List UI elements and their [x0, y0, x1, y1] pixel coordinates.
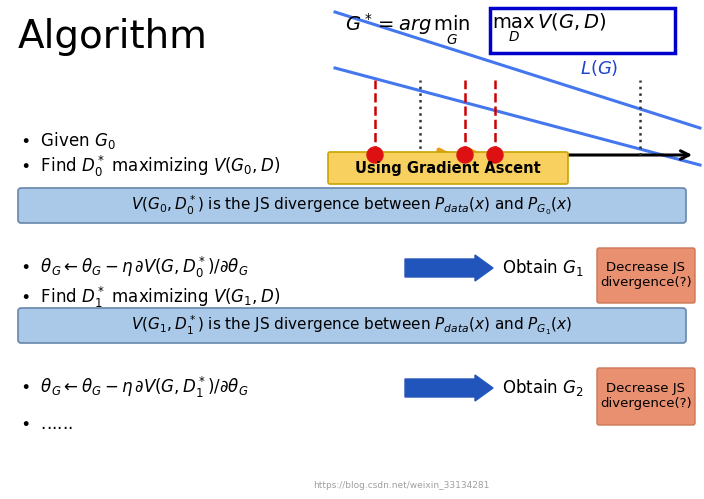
Circle shape: [457, 147, 473, 163]
Text: Obtain $G_2$: Obtain $G_2$: [502, 378, 584, 399]
Text: Decrease JS
divergence(?): Decrease JS divergence(?): [601, 261, 692, 289]
Text: $\bullet$  $\theta_G \leftarrow \theta_G - \eta\,\partial V(G, D_0^*)/\partial\t: $\bullet$ $\theta_G \leftarrow \theta_G …: [20, 255, 249, 280]
Circle shape: [487, 147, 503, 163]
Text: $\bullet$  Find $D_1^*$ maximizing $V(G_1, D)$: $\bullet$ Find $D_1^*$ maximizing $V(G_1…: [20, 285, 280, 310]
Text: $V(G_0, D_0^*)$ is the JS divergence between $P_{data}(x)$ and $P_{G_0}(x)$: $V(G_0, D_0^*)$ is the JS divergence bet…: [132, 193, 572, 217]
FancyBboxPatch shape: [18, 308, 686, 343]
FancyArrow shape: [405, 255, 493, 281]
FancyBboxPatch shape: [597, 248, 695, 303]
Text: Decrease JS
divergence(?): Decrease JS divergence(?): [601, 382, 692, 410]
Text: $V(G_1, D_1^*)$ is the JS divergence between $P_{data}(x)$ and $P_{G_1}(x)$: $V(G_1, D_1^*)$ is the JS divergence bet…: [132, 313, 572, 337]
Text: https://blog.csdn.net/weixin_33134281: https://blog.csdn.net/weixin_33134281: [313, 481, 490, 490]
FancyBboxPatch shape: [328, 152, 568, 184]
Bar: [490, 8, 675, 53]
Text: $\bullet$  ......: $\bullet$ ......: [20, 415, 73, 433]
Text: Obtain $G_1$: Obtain $G_1$: [502, 257, 584, 278]
FancyBboxPatch shape: [597, 368, 695, 425]
Text: $\max_{D}\,V(G,D)$: $\max_{D}\,V(G,D)$: [492, 12, 607, 44]
FancyArrow shape: [405, 375, 493, 401]
FancyBboxPatch shape: [18, 188, 686, 223]
Circle shape: [367, 147, 383, 163]
Text: Using Gradient Ascent: Using Gradient Ascent: [355, 161, 541, 176]
Text: $\bullet$  $\theta_G \leftarrow \theta_G - \eta\,\partial V(G, D_1^*)/\partial\t: $\bullet$ $\theta_G \leftarrow \theta_G …: [20, 375, 249, 400]
Text: Algorithm: Algorithm: [18, 18, 208, 56]
Text: $L(G)$: $L(G)$: [580, 58, 618, 78]
Text: $G^* = arg\,\min_{G}$: $G^* = arg\,\min_{G}$: [345, 12, 470, 47]
Text: $\bullet$  Find $D_0^*$ maximizing $V(G_0, D)$: $\bullet$ Find $D_0^*$ maximizing $V(G_0…: [20, 154, 280, 179]
Text: $\bullet$  Given $G_0$: $\bullet$ Given $G_0$: [20, 130, 116, 151]
